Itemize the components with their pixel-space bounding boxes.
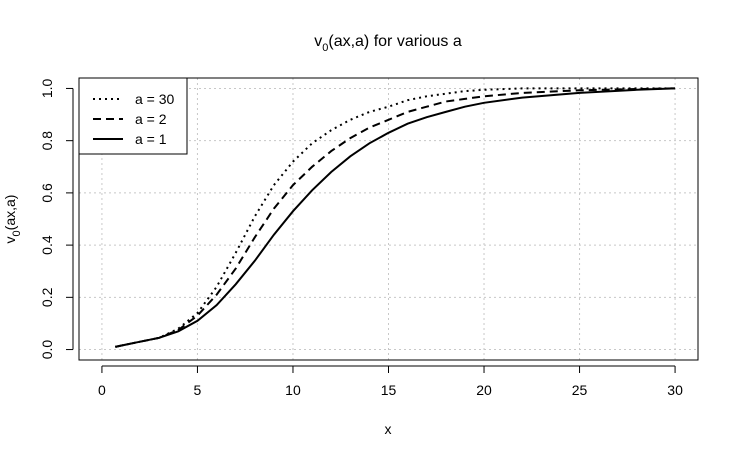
x-tick-label-0: 0 (98, 382, 106, 398)
legend-label-2: a = 1 (135, 131, 167, 147)
chart-title-base: v (314, 33, 322, 50)
y-tick-label-0: 0.0 (39, 340, 55, 360)
legend-label-1: a = 2 (135, 111, 167, 127)
x-tick-label-3: 15 (381, 382, 397, 398)
chart-title-rest: (ax,a) for various a (328, 33, 461, 50)
y-tick-label-1: 0.2 (39, 287, 55, 307)
series-line-1 (115, 87, 676, 348)
legend-label-0: a = 30 (135, 91, 175, 107)
y-axis-label-base: v (2, 236, 18, 243)
y-tick-label-5: 1.0 (39, 79, 55, 99)
chart-title-subscript: 0 (322, 42, 328, 54)
y-axis-label-subscript: 0 (11, 230, 23, 236)
x-tick-label-2: 10 (285, 382, 301, 398)
series-line-0 (115, 87, 676, 348)
plot-frame (78, 77, 699, 361)
legend-box (78, 77, 188, 155)
x-axis: 0 5 10 15 20 25 30 (98, 365, 683, 398)
y-axis-label-rest: (ax,a) (2, 195, 18, 231)
x-tick-label-5: 25 (572, 382, 588, 398)
x-tick-label-6: 30 (667, 382, 683, 398)
y-axis-label: v0(ax,a) (2, 195, 23, 244)
x-tick-label-1: 5 (194, 382, 202, 398)
series-layer (115, 87, 676, 348)
series-line-2 (115, 87, 676, 348)
x-axis-label: x (385, 421, 392, 437)
y-tick-label-2: 0.4 (39, 235, 55, 255)
y-axis: 0.0 0.2 0.4 0.6 0.8 1.0 (39, 79, 74, 360)
x-tick-label-4: 20 (476, 382, 492, 398)
y-tick-label-3: 0.6 (39, 183, 55, 203)
chart-title: v0(ax,a) for various a (314, 33, 462, 54)
y-tick-label-4: 0.8 (39, 131, 55, 151)
legend: a = 30 a = 2 a = 1 (78, 77, 188, 155)
